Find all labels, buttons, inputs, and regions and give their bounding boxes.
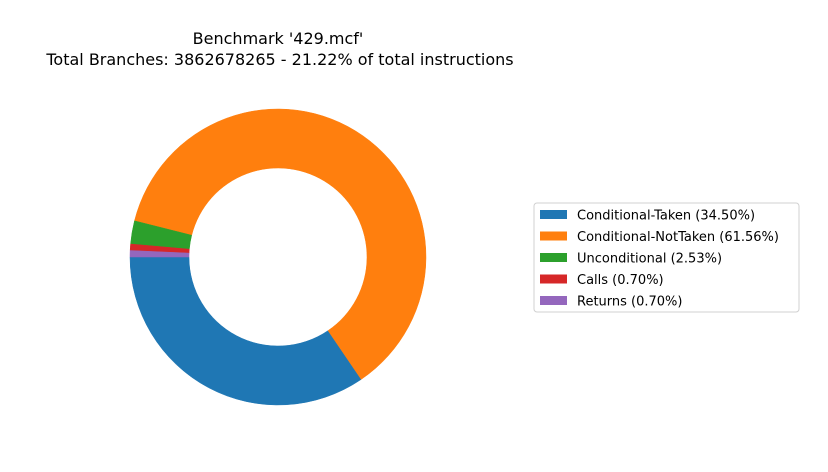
legend-label-unconditional: Unconditional (2.53%)	[577, 252, 722, 267]
legend: Conditional-Taken (34.50%) Conditional-No…	[533, 202, 800, 313]
legend-label-conditional-nottaken: Conditional-NotTaken (61.56%)	[577, 230, 779, 245]
donut-slices	[129, 108, 427, 406]
legend-swatch-returns	[540, 296, 567, 305]
slice-returns	[129, 250, 190, 258]
legend-label-returns: Returns (0.70%)	[577, 295, 683, 310]
legend-label-calls: Calls (0.70%)	[577, 273, 664, 288]
legend-swatch-conditional-taken	[540, 210, 567, 219]
legend-label-conditional-taken: Conditional-Taken (34.50%)	[577, 209, 755, 224]
chart-title-line-2: Total Branches: 3862678265 - 21.22% of t…	[45, 50, 513, 69]
slice-conditional-nottaken	[134, 108, 427, 380]
legend-items: Conditional-Taken (34.50%) Conditional-No…	[540, 209, 779, 310]
chart-title-line-1: Benchmark '429.mcf'	[193, 29, 364, 48]
legend-swatch-calls	[540, 274, 567, 284]
legend-swatch-conditional-nottaken	[540, 231, 567, 241]
slice-conditional-taken	[129, 256, 362, 406]
legend-swatch-unconditional	[540, 253, 567, 262]
legend-frame	[533, 202, 800, 313]
